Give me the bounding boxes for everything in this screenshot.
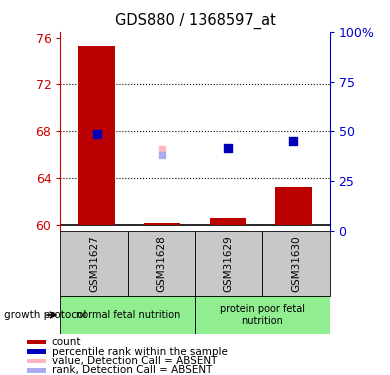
Text: normal fetal nutrition: normal fetal nutrition [76, 310, 180, 320]
Point [159, 152, 165, 157]
Title: GDS880 / 1368597_at: GDS880 / 1368597_at [115, 13, 275, 29]
Bar [195, 296, 330, 334]
Text: value, Detection Call = ABSENT: value, Detection Call = ABSENT [52, 356, 217, 366]
Bar [60, 296, 195, 334]
Bar [144, 223, 180, 225]
Text: GSM31627: GSM31627 [89, 235, 99, 292]
Text: GSM31630: GSM31630 [291, 235, 301, 292]
Bar [60, 231, 128, 296]
Bar [210, 218, 246, 225]
Bar [27, 358, 46, 363]
Text: protein poor fetal
nutrition: protein poor fetal nutrition [220, 304, 305, 326]
Bar [78, 46, 115, 225]
Text: GSM31629: GSM31629 [223, 235, 234, 292]
Bar [27, 340, 46, 344]
Text: percentile rank within the sample: percentile rank within the sample [52, 346, 228, 357]
Bar [27, 368, 46, 373]
Point [225, 145, 231, 151]
Bar [262, 231, 330, 296]
Bar [128, 231, 195, 296]
Text: growth protocol: growth protocol [4, 310, 86, 320]
Point [94, 130, 100, 136]
Point [159, 146, 165, 152]
Text: rank, Detection Call = ABSENT: rank, Detection Call = ABSENT [52, 365, 212, 375]
Bar [195, 231, 262, 296]
Bar [27, 350, 46, 354]
Text: GSM31628: GSM31628 [156, 235, 167, 292]
Text: count: count [52, 337, 81, 347]
Bar [275, 188, 312, 225]
Point [290, 138, 296, 144]
